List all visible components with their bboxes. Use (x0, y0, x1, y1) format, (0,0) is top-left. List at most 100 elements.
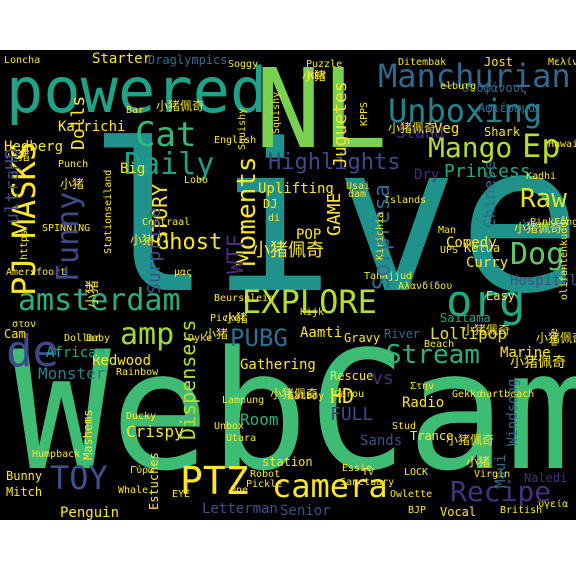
word-draglympics: Loncha (4, 55, 41, 66)
word-station: One (230, 485, 249, 496)
word-cjk12: 小猪佩奇 (446, 433, 495, 447)
word-loncha: Soggy (228, 59, 259, 70)
word-catboy: Baby (86, 333, 111, 344)
word-uplifting: Big (120, 161, 146, 177)
word-saitama: Beach (424, 339, 455, 350)
word-ptz: PTZ (180, 459, 249, 503)
word-baby: στον (12, 319, 37, 330)
word-essie: Virgin (474, 469, 511, 480)
word-eye: Estuches (147, 452, 161, 510)
word-estuches: Pickle (246, 479, 283, 490)
word-princess: Princess (444, 161, 531, 182)
word-surprise: Surprise (144, 207, 165, 294)
word-alan: 小猪 (85, 280, 101, 308)
word-dry: Dry (414, 167, 440, 183)
word-hartbeach: Στην (410, 381, 435, 392)
word-elburg: Usai (346, 181, 371, 192)
word-cjk9: 小猪佩奇 (156, 99, 205, 113)
word-unboxing: Unboxing (388, 92, 543, 130)
word-dyke: Pickel (210, 313, 247, 324)
word-full: FULL (330, 404, 374, 425)
word-https: di (268, 213, 281, 224)
word-yo: Yo (522, 216, 542, 235)
word-cam: Dollar (64, 333, 101, 344)
word-ston: Cam (4, 327, 26, 341)
word-stud: Essie (342, 463, 373, 474)
word-pubg: PUBG (230, 324, 288, 352)
word-gravy: Aamti (300, 325, 343, 341)
word-man: UPS (440, 245, 459, 256)
word-veg: DJ (263, 197, 278, 211)
word-cjk3: 小猪佩奇 (510, 355, 566, 371)
word-dolls: Dolls (68, 95, 89, 150)
word-beurs: Kijk (300, 307, 325, 318)
word-camera: camera (272, 467, 388, 505)
word-unbox: Utara (226, 433, 257, 444)
word-lollipop: Lollipop (430, 324, 508, 343)
word-manchurian: Manchurian (378, 57, 571, 95)
word-damrak: Rainbow (116, 367, 159, 378)
word-theofanous: Αφιέρωμα (478, 101, 536, 115)
word-daily: Daily (124, 147, 215, 182)
word-british: BJP (408, 505, 427, 516)
word-ducky: Lampung (222, 395, 265, 406)
word-recipe: Recipe (450, 475, 552, 508)
word-radio: Radio (402, 395, 445, 411)
word-ultrahd: ultraHD (2, 148, 23, 224)
word-africam: Africam (46, 345, 106, 361)
word-gekko: hartbeach (480, 389, 535, 400)
word-squishy: Squishy (271, 91, 282, 134)
word-stin: Garou (334, 389, 365, 400)
word-windsong: Maui (493, 454, 509, 488)
word-robot: EYE (172, 489, 191, 500)
word-lampung: Unbox (214, 421, 245, 432)
word-whale: Γύρω (130, 465, 155, 476)
word-ditembak: Jost (484, 55, 513, 69)
word-hedberg: Kairichi (58, 119, 126, 135)
word-dam: dam (348, 189, 367, 200)
word-vocal: POP (296, 227, 322, 243)
word-mas: Beursplein (214, 293, 275, 304)
word-punch: Islands (384, 195, 427, 206)
word-centraal: Lobo (184, 175, 209, 186)
word-mitch: Penguin (60, 505, 120, 520)
word-big: Hedberg (4, 139, 64, 155)
word-cjk13: 小猪 (130, 233, 155, 247)
word-kijk: Amersfoort (6, 267, 67, 278)
word-easy: Saitama (440, 311, 491, 325)
word-hospital: Chinese (480, 160, 499, 228)
word-redwood: Redwood (92, 353, 152, 369)
word-cjk17: 小猪佩奇 (270, 387, 319, 401)
word-senior: Mitch (6, 485, 43, 499)
word-cjk11: 小猪 (224, 311, 249, 325)
word-beach: River (384, 327, 421, 341)
word-dispensers: Dispensers (176, 319, 200, 440)
word-funny: Funny (51, 191, 86, 282)
word-cjk4: 小猪佩奇 (514, 221, 563, 235)
word-gathering: Gathering (240, 357, 316, 373)
word-jost: Μελίνα (548, 57, 576, 68)
word-explore: EXPLORE (242, 283, 377, 321)
word-humpback: Mashems (81, 409, 95, 460)
word-ep: Ep (522, 127, 561, 165)
word-vs: vs (372, 368, 394, 389)
word-trance: Senior (280, 503, 331, 519)
word-tahajjud: Squishy (237, 107, 248, 150)
word-dj: Uplifting (258, 181, 334, 197)
word-di: Tahajjud (364, 271, 413, 282)
word-ketua: PinkFong (530, 217, 576, 228)
word-cjk14: 小猪 (204, 327, 229, 341)
word-pinkfong: mee (549, 327, 560, 346)
word-melina: Θεοφάνους (462, 81, 528, 95)
word-starter: Draglympics (148, 53, 228, 67)
word-powered: powered (6, 54, 268, 127)
word-cjk8: 小猪佩奇 (388, 121, 437, 135)
word-one: Robot (250, 469, 281, 480)
word-hd: HD (330, 384, 355, 408)
word-cloud: live WebCam NL powered Manchurian Unboxi… (0, 50, 576, 520)
word-monster: Monster (38, 364, 106, 383)
word-virgin: υγεία (538, 499, 569, 510)
word-webcam: WebCam (12, 316, 576, 507)
word-islands: KPPS (359, 101, 370, 126)
word-owlette: TV (362, 467, 375, 478)
